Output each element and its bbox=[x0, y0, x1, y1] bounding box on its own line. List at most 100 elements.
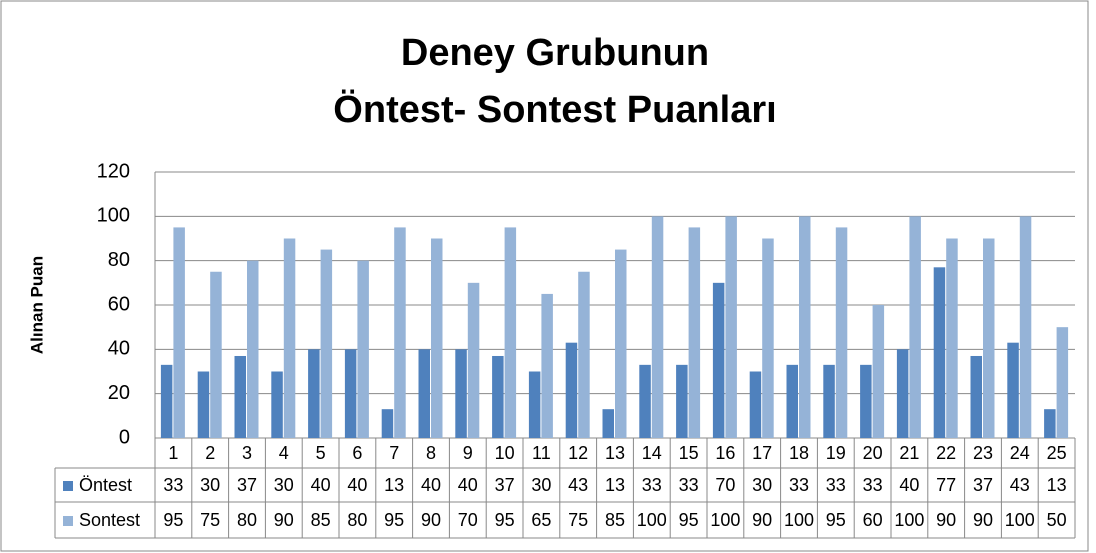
x-tick-label: 15 bbox=[679, 443, 699, 463]
table-value: 100 bbox=[784, 510, 814, 530]
bar bbox=[835, 227, 848, 438]
table-value: 80 bbox=[237, 510, 257, 530]
x-tick-label: 12 bbox=[568, 443, 588, 463]
bar bbox=[528, 371, 541, 438]
bar bbox=[357, 260, 369, 438]
table-value: 13 bbox=[605, 475, 625, 495]
y-tick-label: 60 bbox=[108, 293, 130, 315]
y-tick-label: 100 bbox=[97, 205, 130, 227]
bar bbox=[492, 355, 504, 438]
y-tick-label: 0 bbox=[119, 426, 130, 448]
legend-label: Öntest bbox=[79, 475, 132, 495]
table-value: 40 bbox=[458, 475, 478, 495]
table-value: 37 bbox=[237, 475, 257, 495]
table-value: 80 bbox=[347, 510, 367, 530]
bar bbox=[688, 227, 701, 438]
table-value: 60 bbox=[863, 510, 883, 530]
bar bbox=[676, 364, 688, 438]
x-tick-label: 4 bbox=[279, 443, 289, 463]
table-value: 30 bbox=[752, 475, 772, 495]
x-tick-label: 20 bbox=[863, 443, 883, 463]
bar bbox=[418, 349, 430, 438]
x-tick-label: 22 bbox=[936, 443, 956, 463]
table-value: 33 bbox=[826, 475, 846, 495]
legend-key bbox=[63, 481, 73, 491]
bar bbox=[615, 249, 627, 438]
table-value: 77 bbox=[936, 475, 956, 495]
bar bbox=[933, 267, 946, 438]
table-value: 100 bbox=[710, 510, 740, 530]
legend-key bbox=[63, 516, 73, 526]
table-value: 90 bbox=[936, 510, 956, 530]
x-tick-label: 24 bbox=[1010, 443, 1030, 463]
bar bbox=[983, 238, 995, 438]
bar bbox=[197, 371, 210, 438]
table-value: 90 bbox=[421, 510, 441, 530]
bar bbox=[749, 371, 762, 438]
x-tick-label: 11 bbox=[532, 443, 551, 463]
table-value: 40 bbox=[899, 475, 919, 495]
bar bbox=[455, 349, 467, 438]
bar bbox=[823, 364, 835, 438]
table-value: 95 bbox=[826, 510, 846, 530]
bar bbox=[651, 216, 664, 438]
x-tick-label: 16 bbox=[715, 443, 735, 463]
table-value: 100 bbox=[637, 510, 667, 530]
x-tick-label: 23 bbox=[973, 443, 993, 463]
y-tick-label: 20 bbox=[108, 382, 130, 404]
table-value: 90 bbox=[973, 510, 993, 530]
bar bbox=[602, 409, 614, 438]
bar bbox=[541, 293, 553, 438]
bar bbox=[394, 227, 406, 438]
table-value: 70 bbox=[715, 475, 735, 495]
table-value: 37 bbox=[973, 475, 993, 495]
x-tick-label: 8 bbox=[426, 443, 436, 463]
y-tick-label: 80 bbox=[108, 249, 130, 271]
bar bbox=[712, 282, 725, 438]
y-tick-label: 40 bbox=[108, 338, 130, 360]
bar bbox=[639, 364, 651, 438]
table-value: 100 bbox=[894, 510, 924, 530]
table-value: 33 bbox=[789, 475, 809, 495]
x-tick-label: 19 bbox=[826, 443, 846, 463]
table-value: 70 bbox=[458, 510, 478, 530]
bar bbox=[247, 260, 259, 438]
table-value: 33 bbox=[163, 475, 183, 495]
bar bbox=[578, 271, 590, 438]
x-tick-label: 21 bbox=[899, 443, 919, 463]
table-value: 50 bbox=[1047, 510, 1067, 530]
bar bbox=[725, 216, 737, 438]
table-value: 13 bbox=[1047, 475, 1067, 495]
bar bbox=[762, 238, 774, 438]
bar bbox=[320, 249, 333, 438]
table-value: 33 bbox=[642, 475, 662, 495]
table-value: 43 bbox=[1010, 475, 1030, 495]
bar bbox=[504, 227, 517, 438]
bar bbox=[308, 349, 320, 438]
x-tick-label: 13 bbox=[605, 443, 625, 463]
table-value: 30 bbox=[531, 475, 551, 495]
bar bbox=[234, 355, 246, 438]
y-tick-label: 120 bbox=[97, 160, 130, 182]
x-tick-label: 14 bbox=[642, 443, 662, 463]
table-value: 85 bbox=[605, 510, 625, 530]
x-tick-label: 18 bbox=[789, 443, 809, 463]
x-tick-label: 5 bbox=[316, 443, 326, 463]
table-value: 85 bbox=[311, 510, 331, 530]
x-tick-label: 1 bbox=[168, 443, 178, 463]
table-value: 95 bbox=[163, 510, 183, 530]
table-value: 90 bbox=[274, 510, 294, 530]
y-axis-label: Alınan Puan bbox=[27, 256, 46, 354]
table-value: 100 bbox=[1005, 510, 1035, 530]
bar bbox=[1019, 216, 1032, 438]
bar bbox=[970, 355, 982, 438]
bar bbox=[271, 371, 283, 438]
bar bbox=[210, 271, 222, 438]
chart-title: Deney Grubunun bbox=[401, 32, 709, 74]
table-value: 40 bbox=[311, 475, 331, 495]
x-tick-label: 7 bbox=[389, 443, 399, 463]
bar bbox=[799, 216, 811, 438]
x-tick-label: 6 bbox=[352, 443, 362, 463]
x-tick-label: 17 bbox=[752, 443, 772, 463]
